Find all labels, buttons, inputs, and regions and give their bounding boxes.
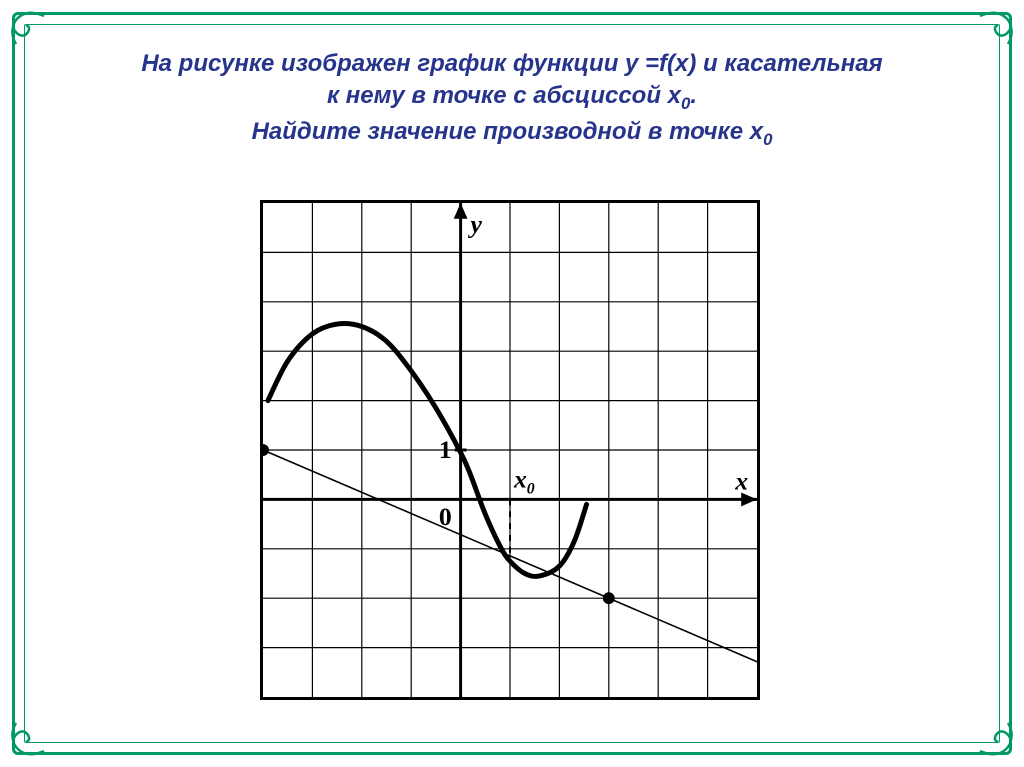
corner-ornament-tl <box>6 6 46 46</box>
title-line3-sub: 0 <box>763 130 772 149</box>
y-axis-label: y <box>467 210 482 239</box>
title-text: На рисунке изображен график функции y =f… <box>60 48 964 151</box>
tangent-point-b <box>603 592 615 604</box>
title-line3-pre: Найдите значение производной в точке x <box>252 118 764 145</box>
corner-ornament-tr <box>978 6 1018 46</box>
title-line2-sub: 0 <box>681 94 690 113</box>
title-line2-pre: к нему в точке с абсциссой x <box>327 82 681 109</box>
tick-zero: 0 <box>439 502 452 531</box>
tick-one: 1 <box>439 435 452 464</box>
chart-svg: y x 1 0 x0 <box>263 203 757 697</box>
title-line2-post: . <box>690 82 697 109</box>
tangent-point-a <box>263 444 269 456</box>
corner-ornament-bl <box>6 721 46 761</box>
x-axis-label: x <box>734 467 748 496</box>
chart-container: y x 1 0 x0 <box>260 200 760 700</box>
corner-ornament-br <box>978 721 1018 761</box>
title-line1: На рисунке изображен график функции y =f… <box>141 50 882 77</box>
x0-label: x0 <box>513 465 535 498</box>
